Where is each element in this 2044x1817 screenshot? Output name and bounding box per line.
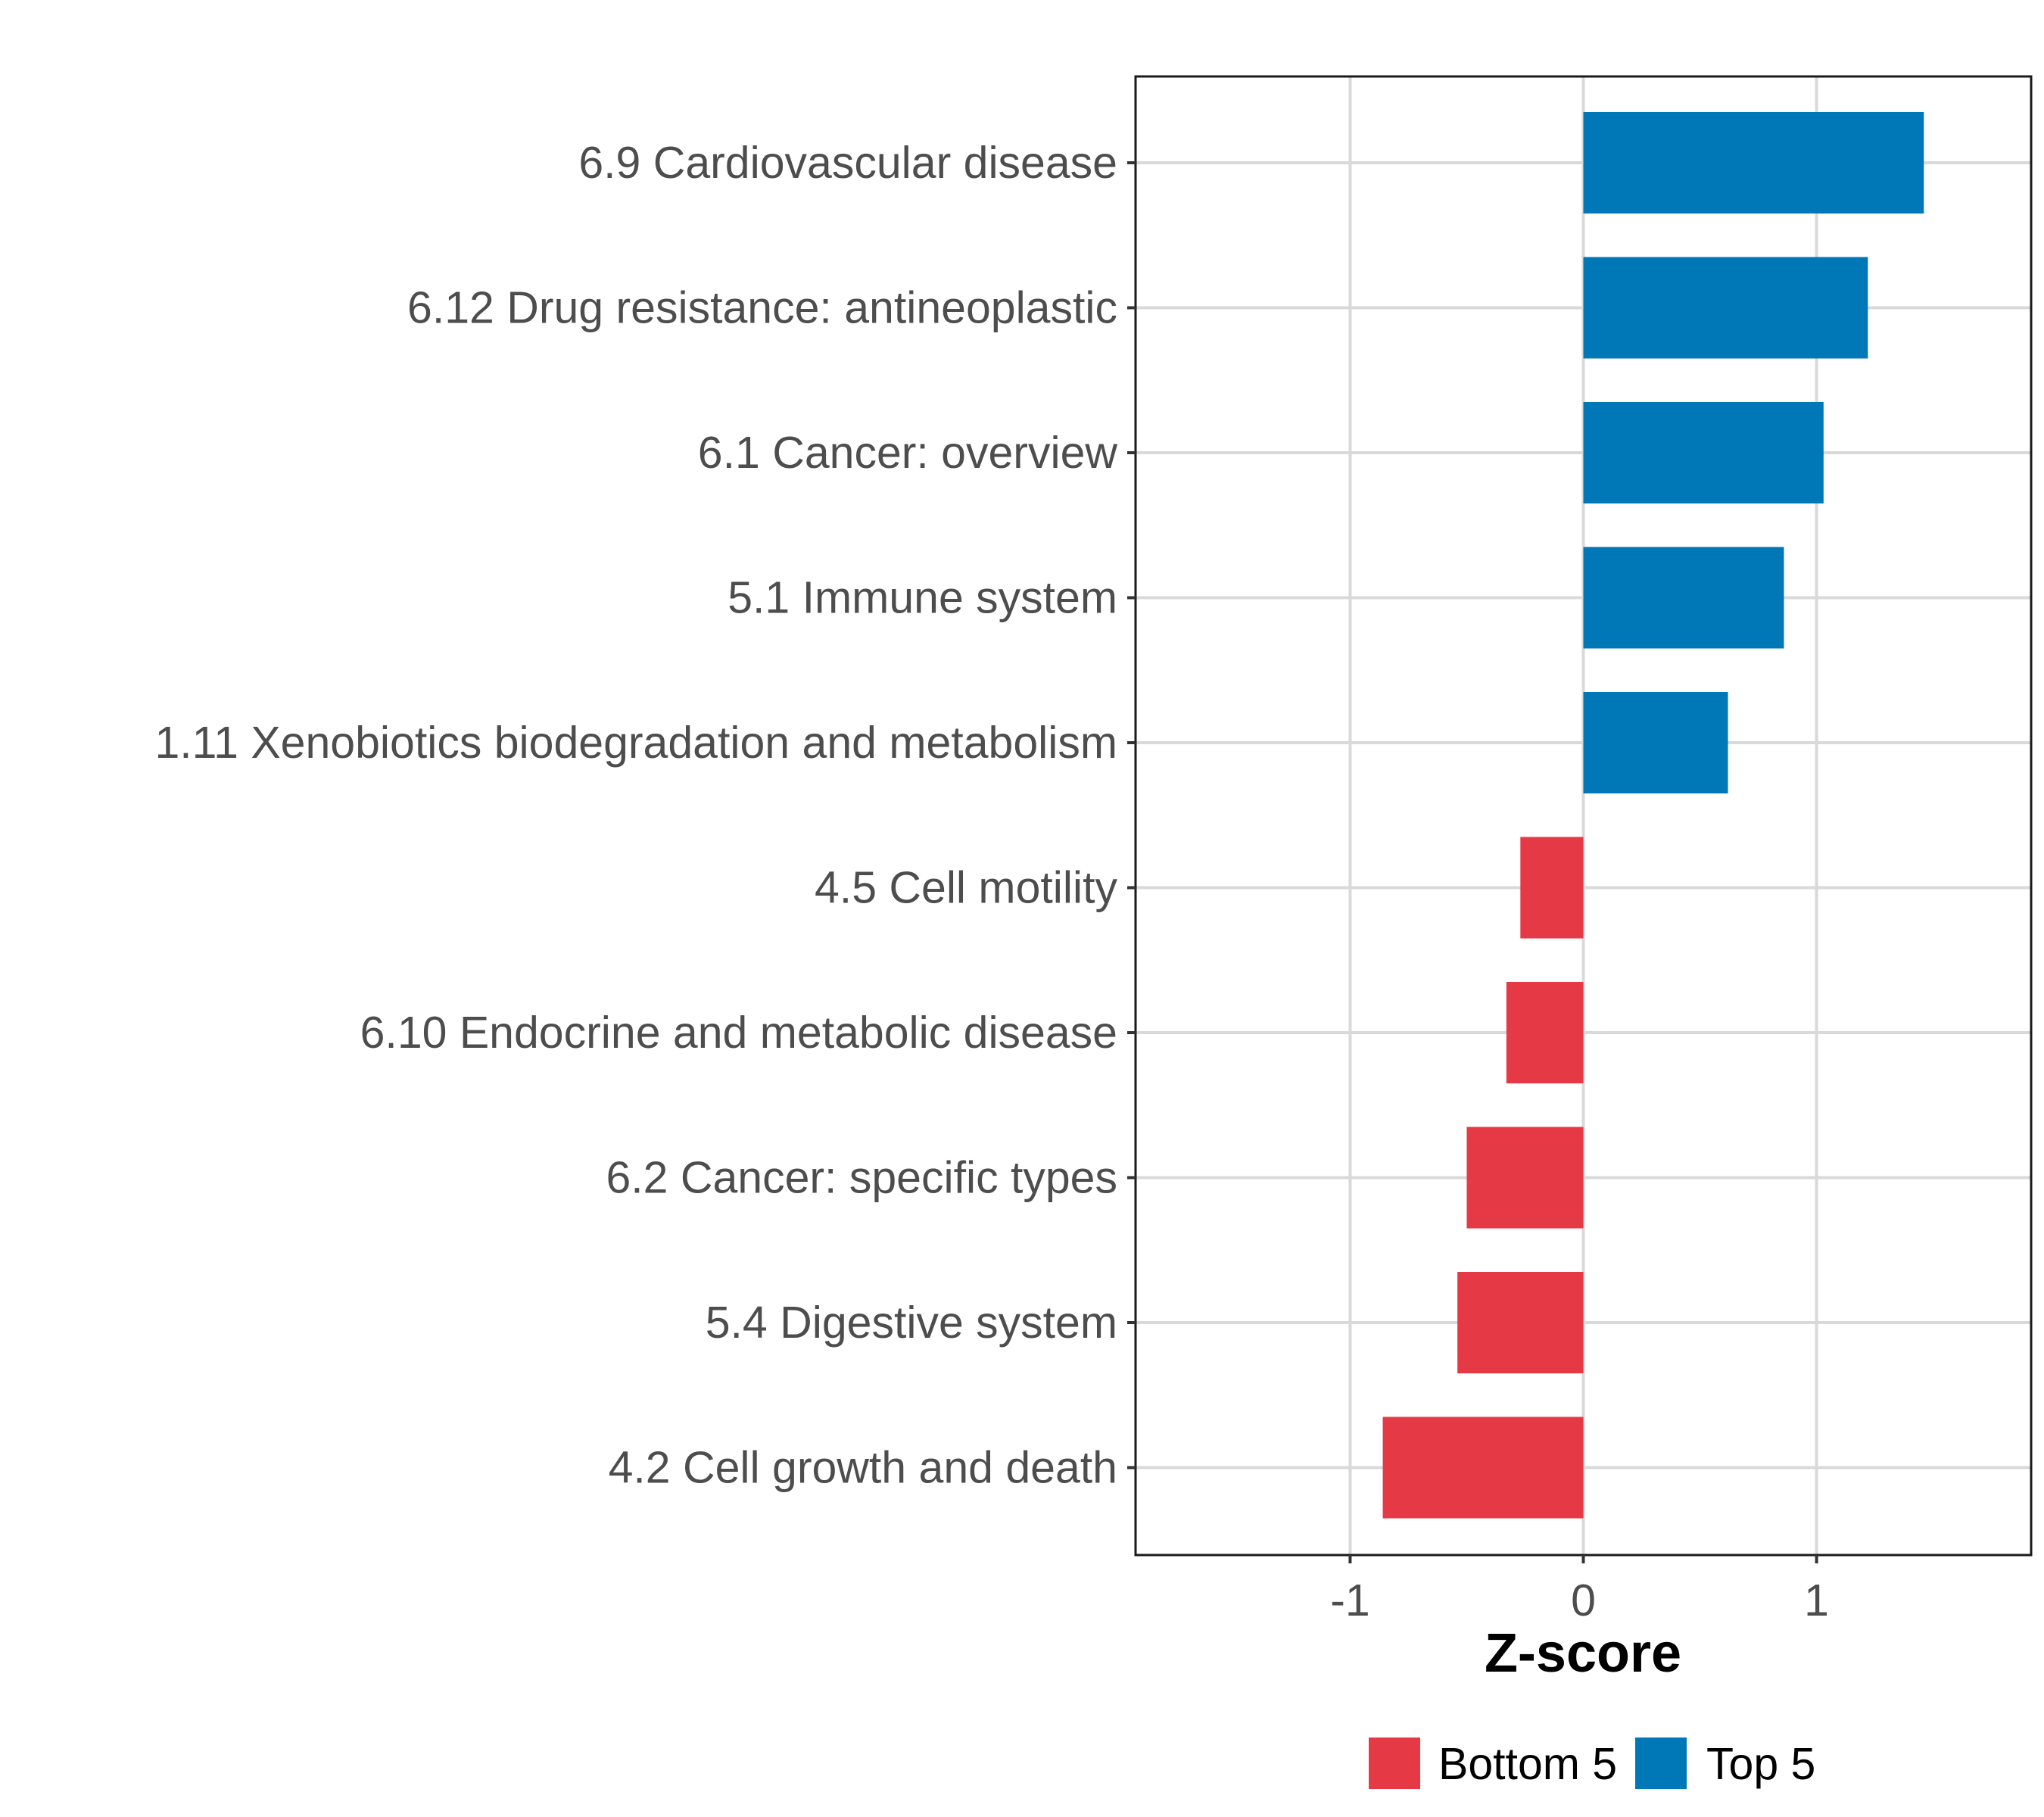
xtick-layer: -1 0 1 <box>1330 1555 1829 1625</box>
x-tick-label: -1 <box>1330 1575 1369 1625</box>
legend: Bottom 5 Top 5 <box>1369 1738 1815 1789</box>
category-label: 1.11 Xenobiotics biodegradation and meta… <box>154 718 1117 768</box>
x-tick-label: 1 <box>1804 1575 1829 1625</box>
ytick-layer: 6.9 Cardiovascular disease 6.12 Drug resi… <box>154 138 1136 1493</box>
category-label: 6.9 Cardiovascular disease <box>578 138 1117 188</box>
category-label: 6.1 Cancer: overview <box>698 428 1118 478</box>
category-label: 4.2 Cell growth and death <box>609 1443 1117 1493</box>
legend-label-bottom-5: Bottom 5 <box>1438 1739 1617 1789</box>
bar-1-11-xenobiotics-biodegradation-and-metabolism <box>1583 692 1728 793</box>
bar-6-9-cardiovascular-disease <box>1583 112 1924 213</box>
legend-swatch-bottom-5 <box>1369 1738 1420 1789</box>
bar-5-1-immune-system <box>1583 547 1784 649</box>
category-label: 5.4 Digestive system <box>706 1298 1117 1348</box>
bar-5-4-digestive-system <box>1457 1272 1584 1373</box>
x-tick-label: 0 <box>1571 1575 1596 1625</box>
bar-4-2-cell-growth-and-death <box>1382 1417 1584 1519</box>
bar-6-1-cancer-overview <box>1583 402 1824 503</box>
legend-swatch-top-5 <box>1635 1738 1687 1789</box>
category-label: 6.10 Endocrine and metabolic disease <box>360 1008 1117 1058</box>
legend-label-top-5: Top 5 <box>1706 1739 1815 1789</box>
category-label: 4.5 Cell motility <box>815 863 1118 913</box>
bar-6-2-cancer-specific-types <box>1466 1127 1584 1229</box>
bar-6-10-endocrine-and-metabolic-disease <box>1506 982 1584 1083</box>
category-label: 6.12 Drug resistance: antineoplastic <box>407 283 1117 333</box>
x-axis-title: Z-score <box>1485 1623 1681 1684</box>
bar-layer <box>1382 112 1924 1519</box>
category-label: 5.1 Immune system <box>728 573 1117 623</box>
category-label: 6.2 Cancer: specific types <box>606 1153 1117 1203</box>
bar-6-12-drug-resistance-antineoplastic <box>1583 257 1868 359</box>
bar-4-5-cell-motility <box>1520 837 1584 939</box>
